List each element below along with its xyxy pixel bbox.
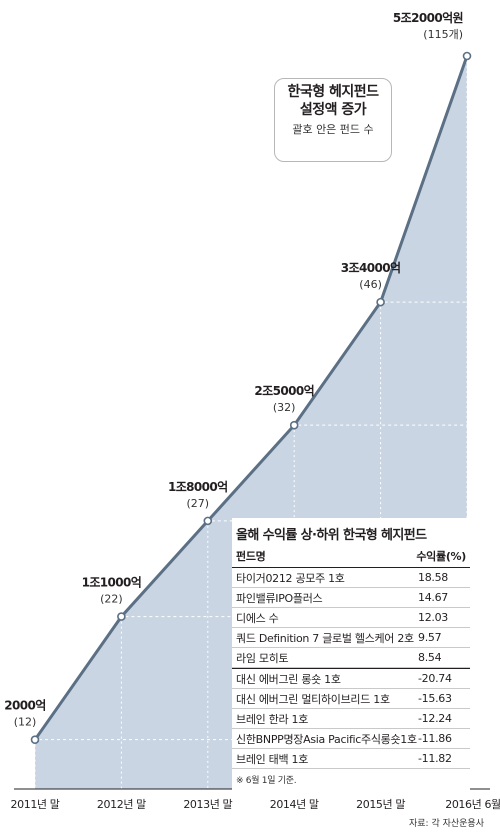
fund-name: 브레인 한라 1호 <box>236 712 309 726</box>
source-note: 자료: 각 자산운용사 <box>409 819 484 829</box>
fund-name: 디에스 수 <box>236 611 279 625</box>
header-return: 수익률(%) <box>416 550 466 563</box>
x-tick-label: 2011년 말 <box>11 798 60 811</box>
data-point <box>462 51 472 61</box>
fund-name: 대신 에버그린 멀티하이브리드 1호 <box>236 692 390 706</box>
point-count-label: (27) <box>187 497 210 510</box>
fund-name: 신한BNPP명장Asia Pacific주식롱숏1호 <box>236 732 417 746</box>
x-tick-label: 2015년 말 <box>356 798 405 811</box>
returns-table: 올해 수익률 상·하위 한국형 헤지펀드 펀드명 수익률(%) 타이거0212 … <box>232 518 470 790</box>
chart-title-line2: 설정액 증가 <box>299 102 367 118</box>
point-markers <box>30 51 472 744</box>
fund-return: -11.82 <box>418 752 452 765</box>
point-value-label: 1조1000억 <box>82 576 142 590</box>
table-title: 올해 수익률 상·하위 한국형 헤지펀드 <box>236 528 427 543</box>
point-value-label: 5조2000억원 <box>393 11 463 25</box>
table-header: 펀드명 수익률(%) <box>232 548 470 568</box>
table-row: 파인밸류IPO플러스 14.67 <box>232 588 470 608</box>
table-row: 대신 에버그린 멀티하이브리드 1호 -15.63 <box>232 689 470 709</box>
table-row: 신한BNPP명장Asia Pacific주식롱숏1호 -11.86 <box>232 729 470 749</box>
x-tick-label: 2012년 말 <box>97 798 146 811</box>
header-fund-name: 펀드명 <box>236 550 266 563</box>
data-point <box>203 516 213 526</box>
point-count-label: (12) <box>14 716 37 729</box>
point-count-label: (22) <box>100 593 123 606</box>
data-point <box>117 612 126 621</box>
point-value-label: 1조8000억 <box>168 480 228 494</box>
table-note: ※ 6월 1일 기준. <box>236 776 297 786</box>
fund-return: 9.57 <box>418 631 442 644</box>
point-value-label: 2조5000억 <box>254 384 314 398</box>
fund-return: -15.63 <box>418 692 452 705</box>
x-tick-labels: 2011년 말 2012년 말 2013년 말 2014년 말 2015년 말 2016년… <box>11 798 500 811</box>
fund-name: 쿼드 Definition 7 글로벌 헬스케어 2호 <box>236 631 414 645</box>
table-row: 디에스 수 12.03 <box>232 608 470 628</box>
x-tick-label: 2014년 말 <box>270 798 319 811</box>
point-value-label: 3조4000억 <box>341 261 401 275</box>
chart-subtitle: 괄호 안은 펀드 수 <box>292 123 374 136</box>
fund-return: -20.74 <box>418 672 452 685</box>
table-row: 타이거0212 공모주 1호 18.58 <box>232 568 470 588</box>
fund-name: 타이거0212 공모주 1호 <box>236 571 345 585</box>
table-row: 대신 에버그린 롱숏 1호 -20.74 <box>232 668 470 689</box>
fund-return: 18.58 <box>418 571 448 584</box>
chart-title-line1: 한국형 헤지펀드 <box>287 84 379 100</box>
fund-return: 14.67 <box>418 591 448 604</box>
fund-name: 대신 에버그린 롱숏 1호 <box>236 672 341 686</box>
point-count-label: (46) <box>359 278 382 291</box>
table-row: 브레인 태백 1호 -11.82 <box>232 749 470 769</box>
series-line <box>33 55 469 741</box>
table-row: 라임 모히토 8.54 <box>232 648 470 668</box>
fund-return: -12.24 <box>418 712 452 725</box>
point-labels: 2000억 (12) 1조1000억 (22) 1조8000억 (27) 2조5000억 (3… <box>4 11 463 729</box>
fund-return: -11.86 <box>418 732 452 745</box>
x-tick-label: 2013년 말 <box>183 798 232 811</box>
table-row: 브레인 한라 1호 -12.24 <box>232 709 470 729</box>
point-count-label: (32) <box>273 401 296 414</box>
table-row: 쿼드 Definition 7 글로벌 헬스케어 2호 9.57 <box>232 628 470 648</box>
chart-title-box: 한국형 헤지펀드 설정액 증가 괄호 안은 펀드 수 <box>274 78 392 162</box>
fund-name: 파인밸류IPO플러스 <box>236 591 323 605</box>
data-point <box>289 420 299 430</box>
fund-return: 8.54 <box>418 651 442 664</box>
x-tick-label: 2016년 6월 <box>445 798 500 811</box>
data-point <box>376 297 385 307</box>
fund-return: 12.03 <box>418 611 448 624</box>
fund-name: 브레인 태백 1호 <box>236 752 309 766</box>
point-count-label: (115개) <box>423 28 463 41</box>
data-point <box>30 735 40 744</box>
fund-name: 라임 모히토 <box>236 651 289 665</box>
point-value-label: 2000억 <box>4 699 45 713</box>
